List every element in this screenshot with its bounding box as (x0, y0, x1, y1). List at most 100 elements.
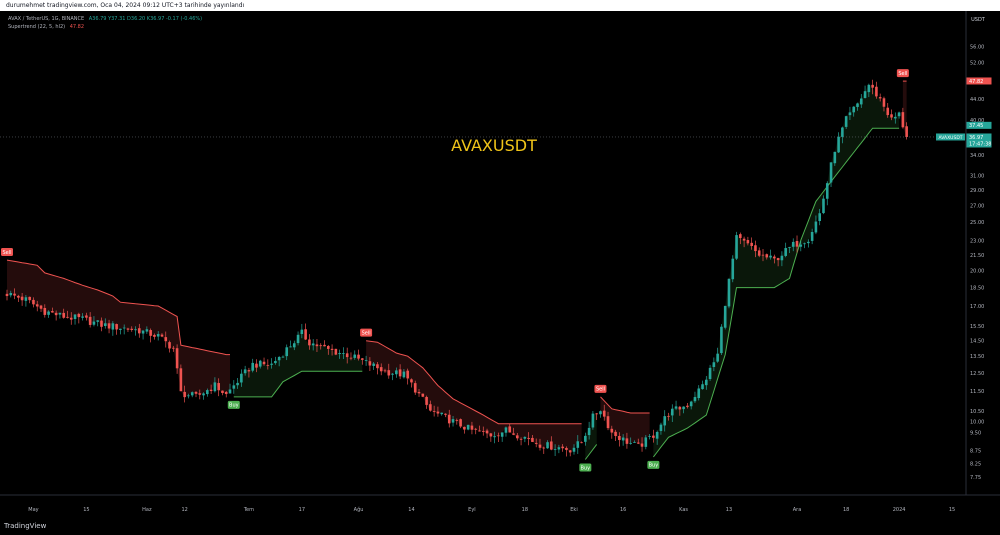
candle-body[interactable] (905, 126, 908, 137)
candle-body[interactable] (406, 370, 409, 379)
candle-body[interactable] (35, 304, 39, 307)
buy-signal-label[interactable] (647, 460, 660, 469)
candle-body[interactable] (761, 254, 765, 256)
candle-body[interactable] (818, 213, 821, 222)
candle-body[interactable] (614, 431, 617, 436)
candle-body[interactable] (636, 442, 640, 444)
candle-body[interactable] (92, 321, 96, 325)
candle-body[interactable] (621, 437, 625, 441)
candle-body[interactable] (221, 390, 224, 393)
candle-body[interactable] (765, 254, 769, 258)
candle-body[interactable] (463, 426, 466, 430)
candle-body[interactable] (901, 112, 905, 128)
candle-body[interactable] (807, 241, 810, 244)
candle-body[interactable] (890, 114, 893, 118)
candle-body[interactable] (277, 357, 281, 361)
candle-body[interactable] (172, 347, 175, 349)
candle-body[interactable] (667, 415, 670, 417)
candle-body[interactable] (837, 136, 840, 153)
candle-body[interactable] (516, 435, 519, 439)
candle-body[interactable] (493, 436, 496, 438)
candle-body[interactable] (716, 353, 719, 362)
candle-body[interactable] (561, 446, 564, 449)
candle-body[interactable] (459, 419, 462, 427)
candle-body[interactable] (867, 84, 871, 93)
candle-body[interactable] (323, 344, 326, 347)
candle-body[interactable] (776, 258, 780, 261)
candle-body[interactable] (553, 449, 557, 450)
candle-body[interactable] (66, 316, 69, 318)
candle-body[interactable] (478, 430, 481, 432)
candle-body[interactable] (652, 435, 655, 438)
candle-body[interactable] (542, 447, 546, 449)
candle-body[interactable] (497, 435, 500, 437)
candle-body[interactable] (292, 343, 296, 348)
candle-body[interactable] (376, 364, 379, 369)
candle-body[interactable] (206, 390, 209, 395)
candle-body[interactable] (546, 442, 549, 449)
candle-body[interactable] (368, 361, 372, 366)
candle-body[interactable] (315, 344, 319, 347)
candle-body[interactable] (383, 370, 387, 372)
candle-body[interactable] (754, 245, 757, 252)
candle-body[interactable] (686, 405, 689, 407)
buy-signal-label[interactable] (579, 463, 592, 472)
candle-body[interactable] (587, 427, 591, 436)
candle-body[interactable] (190, 392, 194, 396)
candle-body[interactable] (410, 379, 413, 383)
candle-body[interactable] (69, 317, 73, 320)
candle-body[interactable] (591, 413, 595, 428)
candle-body[interactable] (327, 345, 330, 349)
candle-body[interactable] (871, 84, 874, 88)
candle-body[interactable] (444, 413, 447, 415)
candle-body[interactable] (648, 436, 651, 437)
candle-body[interactable] (833, 151, 837, 164)
candle-body[interactable] (739, 234, 742, 239)
candle-body[interactable] (550, 441, 553, 450)
candle-body[interactable] (402, 371, 406, 378)
candle-body[interactable] (723, 305, 727, 328)
candle-body[interactable] (655, 431, 659, 439)
candle-body[interactable] (557, 447, 561, 450)
candle-body[interactable] (814, 221, 818, 233)
candle-body[interactable] (357, 354, 360, 359)
candle-body[interactable] (183, 391, 186, 398)
candle-body[interactable] (769, 255, 772, 258)
candle-body[interactable] (474, 428, 478, 430)
candle-body[interactable] (262, 361, 266, 365)
candle-body[interactable] (481, 431, 485, 432)
candle-body[interactable] (825, 183, 829, 199)
candle-body[interactable] (395, 370, 398, 375)
candle-body[interactable] (54, 312, 58, 316)
candle-body[interactable] (202, 393, 205, 396)
candle-body[interactable] (504, 427, 508, 433)
candle-body[interactable] (73, 314, 77, 320)
candle-body[interactable] (17, 295, 20, 298)
candle-body[interactable] (829, 162, 833, 183)
candle-body[interactable] (440, 412, 443, 415)
candle-body[interactable] (844, 116, 848, 127)
candle-body[interactable] (538, 444, 542, 448)
candle-body[interactable] (28, 296, 31, 301)
candle-body[interactable] (9, 293, 13, 296)
candle-body[interactable] (141, 330, 145, 334)
candle-body[interactable] (349, 357, 353, 359)
candle-body[interactable] (720, 326, 723, 354)
candle-body[interactable] (300, 329, 304, 334)
candle-body[interactable] (126, 328, 130, 330)
candle-body[interactable] (429, 404, 432, 411)
candle-body[interactable] (58, 312, 62, 315)
candle-body[interactable] (43, 307, 47, 315)
candle-body[interactable] (187, 395, 190, 397)
price-axis[interactable] (966, 11, 1000, 522)
candle-body[interactable] (251, 362, 254, 371)
candle-body[interactable] (568, 450, 572, 453)
candle-body[interactable] (584, 435, 587, 442)
candle-body[interactable] (160, 334, 164, 337)
buy-signal-label[interactable] (227, 400, 240, 409)
candle-body[interactable] (232, 385, 236, 389)
candle-body[interactable] (746, 240, 750, 244)
candle-body[interactable] (795, 240, 799, 247)
candle-body[interactable] (799, 244, 803, 247)
candle-body[interactable] (432, 411, 436, 412)
